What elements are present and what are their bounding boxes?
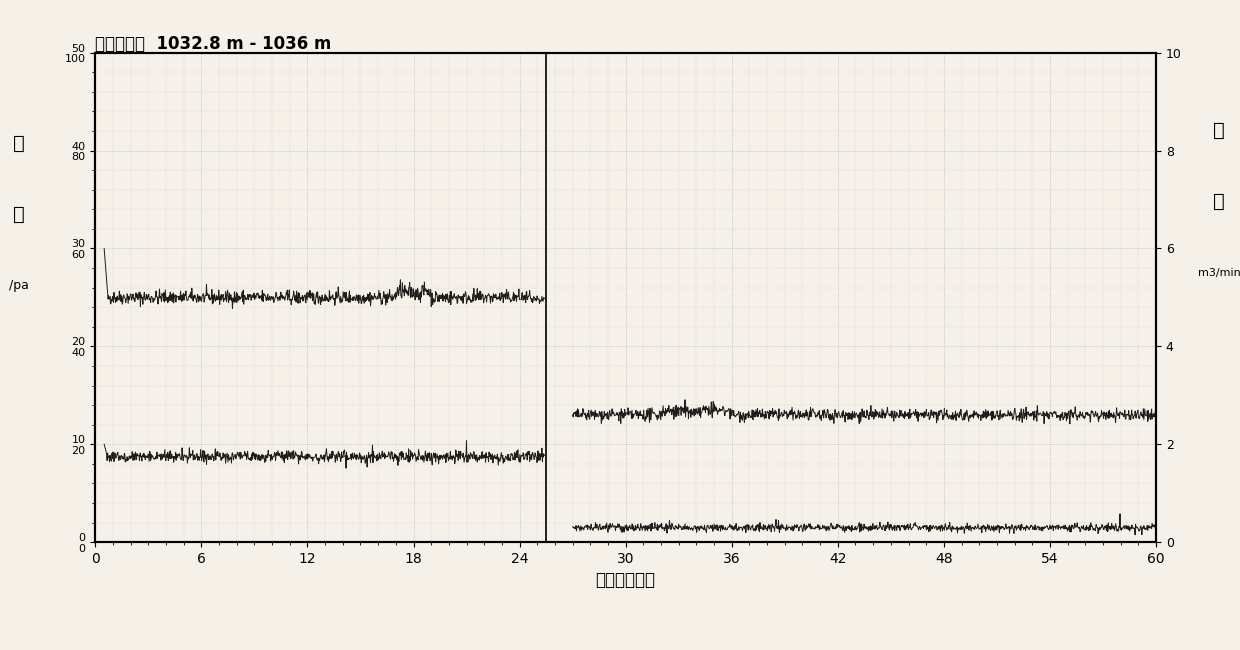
- X-axis label: 时间（分钟）: 时间（分钟）: [595, 571, 656, 590]
- Text: 顶上升段：  1032.8 m - 1036 m: 顶上升段： 1032.8 m - 1036 m: [95, 34, 331, 53]
- Text: 压: 压: [12, 133, 25, 153]
- Text: m3/min: m3/min: [1198, 268, 1240, 278]
- Text: /pa: /pa: [9, 280, 29, 292]
- Text: 力: 力: [12, 205, 25, 224]
- Text: 排: 排: [1213, 120, 1225, 140]
- Text: 量: 量: [1213, 192, 1225, 211]
